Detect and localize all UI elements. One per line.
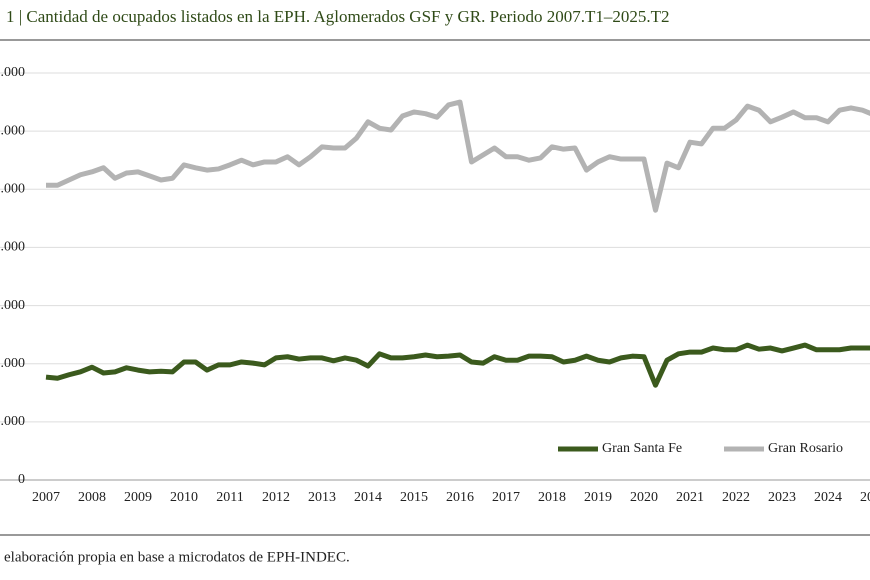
source-note: elaboración propia en base a microdatos … — [4, 549, 350, 565]
y-tick-label: 200.000 — [0, 356, 25, 371]
legend-label: Gran Rosario — [768, 441, 843, 456]
x-tick-label: 2017 — [492, 490, 520, 505]
x-tick-label: 2016 — [446, 490, 474, 505]
x-tick-label: 2020 — [630, 490, 658, 505]
y-tick-label: 600.000 — [0, 123, 25, 138]
series-line — [45, 342, 870, 388]
x-tick-label: 2015 — [400, 490, 428, 505]
y-tick-label: 0 — [18, 472, 25, 487]
y-tick-label: 700.000 — [0, 65, 25, 80]
x-tick-label: 2022 — [722, 490, 750, 505]
x-tick-label: 2021 — [676, 490, 704, 505]
y-tick-label: 300.000 — [0, 298, 25, 313]
x-tick-label: 2011 — [216, 490, 243, 505]
x-tick-label: 2024 — [814, 490, 842, 505]
x-tick-label: 2018 — [538, 490, 566, 505]
x-tick-label: 2023 — [768, 490, 796, 505]
y-tick-label: 500.000 — [0, 182, 25, 197]
x-tick-label: 2009 — [124, 490, 152, 505]
y-tick-label: 100.000 — [0, 414, 25, 429]
x-tick-label: 2008 — [78, 490, 106, 505]
x-tick-label: 2012 — [262, 490, 290, 505]
x-tick-label: 2010 — [170, 490, 198, 505]
y-tick-label: 400.000 — [0, 240, 25, 255]
legend-label: Gran Santa Fe — [602, 441, 682, 456]
x-tick-label: 2025 — [860, 490, 870, 505]
x-tick-label: 2014 — [354, 490, 382, 505]
x-tick-label: 2019 — [584, 490, 612, 505]
x-tick-label: 2007 — [32, 490, 60, 505]
chart-title: 1 | Cantidad de ocupados listados en la … — [6, 7, 670, 26]
series-line — [46, 99, 870, 213]
x-tick-label: 2013 — [308, 490, 336, 505]
